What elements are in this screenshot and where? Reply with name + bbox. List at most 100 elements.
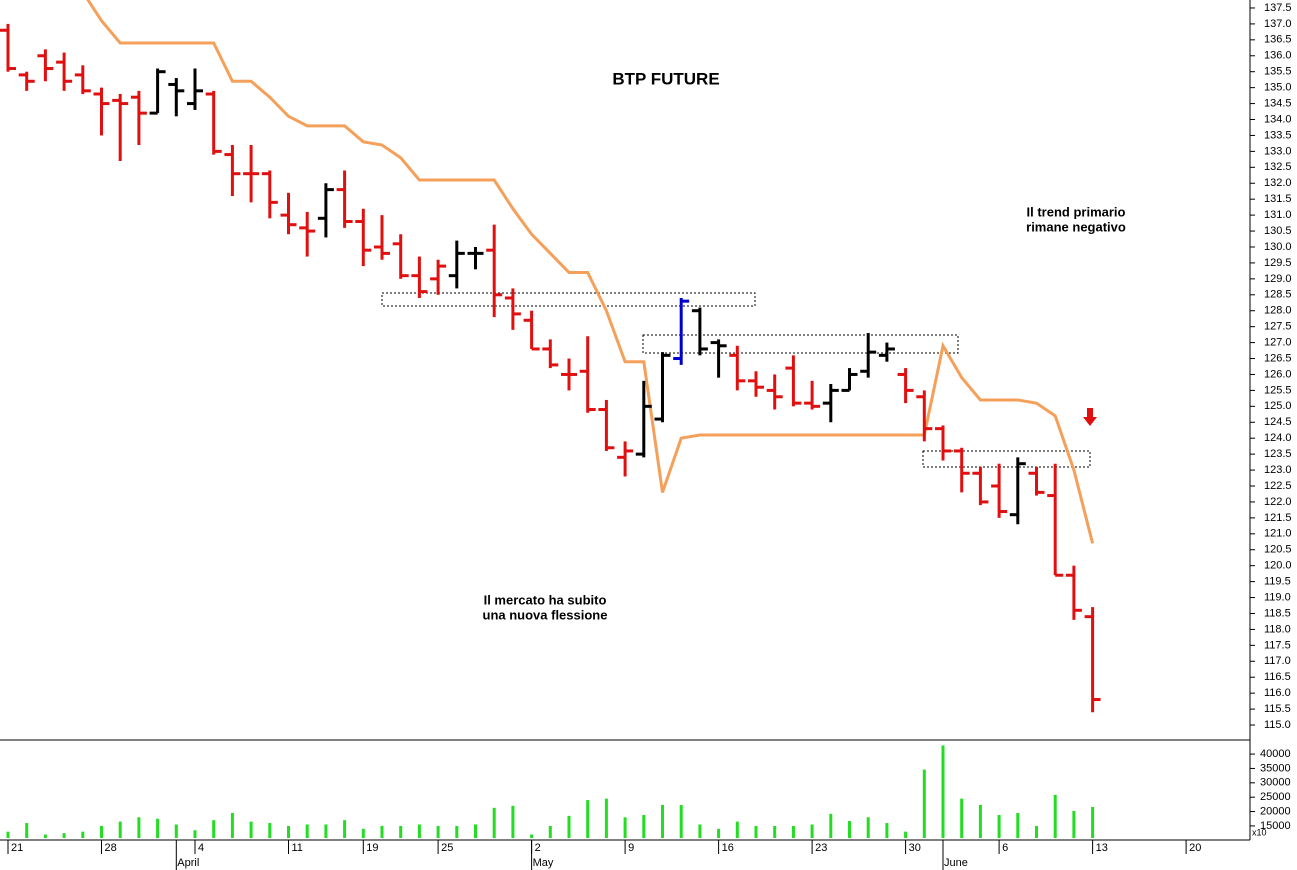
y-tick-label: 117.0 [1264,655,1291,667]
y-tick-label: 131.0 [1264,209,1292,221]
y-tick-label: 129.0 [1264,273,1292,285]
volume-bar [43,834,47,838]
volume-bar [791,825,795,838]
chart-title: BTP FUTURE [612,69,719,88]
y-tick-label: 132.0 [1264,177,1292,189]
y-tick-label: 118.0 [1264,623,1291,635]
y-tick-label: 133.0 [1264,145,1292,157]
y-tick-label: 134.0 [1264,113,1292,125]
month-label: June [944,857,968,869]
y-tick-label: 128.5 [1264,289,1292,301]
x-tick-label: 19 [366,842,378,854]
volume-bar [474,824,477,838]
volume-bar [287,825,290,838]
volume-bar [922,769,926,838]
x-tick-label: 6 [1002,842,1008,854]
x-tick-label: 23 [815,842,827,854]
volume-tick-label: 40000 [1260,748,1291,760]
volume-bar [661,804,664,838]
volume-bar [586,800,590,838]
y-tick-label: 127.5 [1264,321,1292,333]
y-tick-label: 122.5 [1264,480,1292,492]
y-tick-label: 133.5 [1264,129,1292,141]
volume-bar [698,824,702,838]
resistance-box [381,292,756,307]
x-tick-label: 11 [292,842,303,854]
volume-bar [492,807,496,838]
volume-bar [1091,806,1095,838]
volume-bar [604,798,608,838]
volume-bar [885,823,889,838]
x-tick-label: 13 [1096,842,1108,854]
x-tick-label: 20 [1189,842,1201,854]
volume-bar [249,821,253,838]
volume-bar [230,812,234,838]
volume-bar [717,828,721,838]
y-tick-label: 116.0 [1264,687,1291,699]
volume-bar [156,818,160,838]
volume-bar [941,745,945,838]
y-tick-label: 121.5 [1264,512,1292,524]
y-tick-label: 135.0 [1264,82,1292,94]
y-tick-label: 137.0 [1264,18,1292,30]
volume-tick-label: 20000 [1260,805,1291,817]
volume-bar [567,815,571,838]
y-tick-label: 137.5 [1264,2,1292,14]
volume-bar [417,824,421,838]
volume-tick-label: 15000 [1260,820,1291,832]
x-tick-label: 16 [722,842,734,854]
volume-bar [361,828,365,838]
volume-bar [380,825,384,838]
x-tick-label: 21 [11,842,23,854]
volume-bar [6,831,10,838]
y-tick-label: 115.5 [1264,703,1291,715]
annotation: Il trend primario [1027,204,1126,219]
y-tick-label: 120.5 [1264,544,1292,556]
volume-bar [193,830,197,838]
y-tick-label: 130.0 [1264,241,1292,253]
volume-bar [399,825,403,838]
volume-bar [960,798,964,838]
volume-bar [511,805,515,838]
volume-bar [137,817,141,838]
volume-bar [642,815,646,838]
y-tick-label: 120.0 [1264,560,1292,572]
volume-bar [1053,794,1057,838]
y-tick-label: 131.5 [1264,193,1292,205]
x-tick-label: 25 [441,842,453,854]
y-tick-label: 118.5 [1264,607,1291,619]
y-tick-label: 125.5 [1264,384,1292,396]
volume-bar [436,825,440,838]
volume-bar [997,815,1001,838]
month-label: April [177,857,199,869]
volume-bar [174,824,178,838]
volume-tick-label: 25000 [1260,791,1291,803]
volume-bar [62,833,66,838]
y-tick-label: 116.5 [1264,671,1291,683]
volume-bar [25,823,29,838]
y-tick-label: 122.0 [1264,496,1292,508]
volume-bar [829,813,833,838]
volume-bar [1072,810,1076,838]
y-tick-label: 125.0 [1264,400,1292,412]
y-tick-label: 134.5 [1264,97,1292,109]
y-tick-label: 135.5 [1264,66,1292,78]
volume-bar [754,825,758,838]
y-tick-label: 132.5 [1264,161,1292,173]
volume-bar [343,820,347,838]
volume-bar [1035,825,1038,838]
x-tick-label: 9 [628,842,634,854]
volume-tick-label: 30000 [1260,777,1291,789]
y-tick-label: 126.0 [1264,368,1292,380]
y-tick-label: 117.5 [1264,639,1291,651]
volume-bar [623,817,627,838]
volume-bar [1016,812,1020,838]
annotation: una nuova flessione [483,607,608,622]
y-tick-label: 136.0 [1264,50,1292,62]
x-tick-label: 30 [909,842,921,854]
resistance-box [642,334,959,354]
y-tick-label: 128.0 [1264,305,1292,317]
y-tick-label: 130.5 [1264,225,1292,237]
volume-bar [324,824,328,838]
y-tick-label: 127.0 [1264,336,1292,348]
